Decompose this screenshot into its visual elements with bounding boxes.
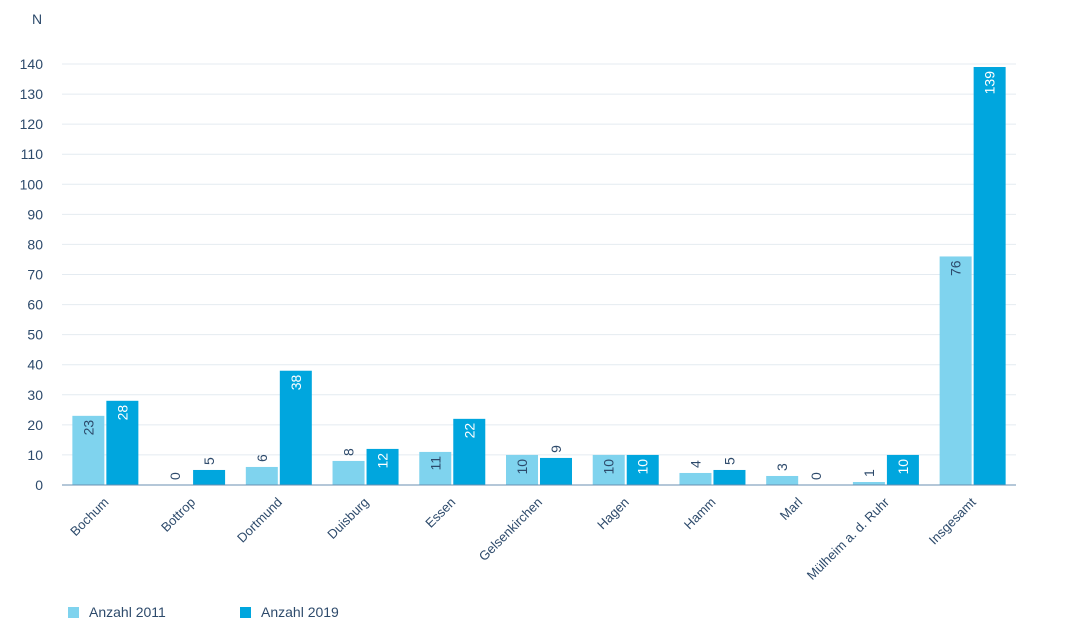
y-tick-label: 60: [27, 297, 43, 313]
bar: [679, 472, 712, 485]
x-tick-label: Gelsenkirchen: [476, 495, 545, 564]
value-label: 139: [982, 71, 998, 95]
bar: [973, 67, 1006, 485]
bar: [72, 415, 105, 485]
bar: [366, 448, 399, 485]
bar: [106, 400, 139, 485]
legend-item-2019: Anzahl 2019: [240, 604, 412, 620]
y-tick-label: 120: [20, 116, 44, 132]
value-label: 12: [375, 453, 391, 469]
bar: [766, 475, 799, 485]
bar: [713, 469, 746, 485]
value-label: 4: [687, 460, 703, 468]
x-tick-label: Dortmund: [234, 495, 285, 546]
value-label: 9: [548, 445, 564, 453]
value-label: 6: [254, 454, 270, 462]
value-label: 10: [895, 459, 911, 475]
y-tick-label: 100: [20, 176, 44, 192]
x-tick-label: Bochum: [67, 495, 111, 539]
y-axis-unit-label: N: [32, 11, 42, 27]
bar: [453, 418, 486, 485]
value-label: 10: [601, 459, 617, 475]
y-tick-label: 140: [20, 56, 44, 72]
bar: [279, 370, 312, 485]
gridlines: [62, 63, 1016, 456]
legend-label-2011: Anzahl 2011: [89, 604, 166, 620]
y-tick-label: 110: [21, 146, 44, 162]
x-tick-label: Duisburg: [324, 495, 371, 542]
value-label: 0: [808, 472, 824, 480]
y-tick-label: 10: [27, 447, 43, 463]
value-labels: 23 28 0 5 6 38 8 12 11 22 10 9 10 10 4 5 3 0 1 10 76 139: [80, 71, 997, 480]
value-label: 5: [721, 457, 737, 465]
y-tick-label: 20: [27, 417, 43, 433]
value-label: 0: [167, 472, 183, 480]
value-label: 38: [288, 375, 304, 391]
bar: [193, 469, 226, 485]
bars: [72, 67, 1006, 485]
bar: [419, 451, 452, 485]
value-label: 5: [201, 457, 217, 465]
value-label: 10: [514, 459, 530, 475]
bar: [540, 457, 572, 485]
value-label: 28: [114, 405, 130, 421]
legend-item-2011: Anzahl 2011: [68, 604, 240, 620]
value-label: 11: [427, 456, 443, 471]
x-tick-label: Bottrop: [158, 495, 198, 535]
y-tick-label: 130: [20, 86, 44, 102]
legend-label-2019: Anzahl 2019: [261, 604, 339, 620]
value-label: 8: [341, 448, 357, 456]
bar: [939, 256, 972, 485]
y-tick-label: 50: [27, 327, 43, 343]
y-tick-label: 80: [27, 236, 43, 252]
x-tick-label: Marl: [777, 494, 806, 523]
value-label: 1: [861, 469, 877, 477]
value-label: 3: [774, 463, 790, 471]
bar: [592, 454, 625, 485]
x-tick-labels: Bochum Bottrop Dortmund Duisburg Essen Gelsen…: [67, 494, 979, 583]
x-tick-label: Insgesamt: [926, 494, 979, 547]
bar: [626, 454, 659, 485]
bar: [852, 481, 885, 485]
value-label: 22: [461, 423, 477, 439]
value-label: 76: [948, 260, 964, 276]
bar: [332, 460, 365, 485]
y-tick-label: 0: [35, 477, 43, 493]
legend: Anzahl 2011 Anzahl 2019: [68, 604, 412, 620]
legend-swatch-2019: [240, 606, 251, 618]
y-tick-labels: 0 10 20 30 40 50 60 70 80 90 100 110 120 130 140: [20, 56, 44, 493]
value-label: 23: [80, 420, 96, 436]
y-tick-label: 30: [27, 387, 43, 403]
y-tick-label: 40: [27, 357, 43, 373]
legend-swatch-2011: [68, 606, 79, 618]
y-tick-label: 90: [27, 206, 43, 222]
value-label: 10: [635, 459, 651, 475]
x-tick-label: Mülheim a. d. Ruhr: [804, 494, 893, 583]
y-tick-label: 70: [27, 267, 43, 283]
x-tick-label: Essen: [422, 495, 458, 531]
x-tick-label: Hagen: [594, 495, 632, 533]
x-tick-label: Hamm: [681, 495, 719, 533]
bar: [506, 454, 538, 485]
bar: [245, 466, 278, 485]
bar: [886, 454, 919, 485]
